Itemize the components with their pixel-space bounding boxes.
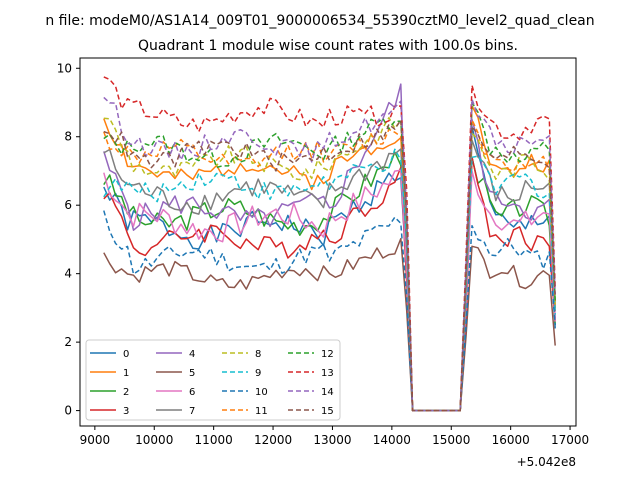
series-line-6	[103, 169, 556, 412]
legend-label-6: 6	[189, 387, 195, 398]
legend-label-1: 1	[123, 368, 129, 379]
legend-label-4: 4	[189, 349, 195, 360]
y-tick-label: 2	[64, 335, 72, 349]
y-tick-label: 0	[64, 404, 72, 418]
y-tick-label: 4	[64, 267, 72, 281]
series-line-14	[103, 96, 556, 412]
series-line-7	[103, 139, 556, 412]
x-tick-label: 13000	[313, 433, 351, 447]
series-line-15	[103, 119, 556, 412]
series-line-10	[103, 210, 556, 412]
legend-frame	[85, 339, 341, 421]
series-line-1	[103, 105, 556, 412]
legend-label-0: 0	[123, 349, 129, 360]
plot-area: 9000 10000 11000 12000 13000 14000 15000 16000 1…	[57, 57, 589, 469]
legend-label-9: 9	[255, 368, 261, 379]
axes-frame	[79, 57, 577, 427]
series-line-12	[103, 101, 556, 412]
x-tick-label: 14000	[373, 433, 411, 447]
series-line-4	[103, 83, 556, 412]
series-line-5	[103, 237, 556, 412]
series-line-13	[103, 76, 556, 412]
y-axis: 0 2 4 6 8 10	[57, 61, 80, 418]
series-line-9	[103, 148, 556, 412]
x-tick-label: 12000	[254, 433, 292, 447]
x-tick-label: 15000	[432, 433, 470, 447]
legend-label-3: 3	[123, 406, 129, 417]
legend-label-5: 5	[189, 368, 195, 379]
figure-suptitle: n file: modeM0/AS1A14_009T01_9000006534_…	[45, 13, 594, 29]
axes-title: Quadrant 1 module wise count rates with …	[138, 38, 518, 54]
y-tick-label: 8	[64, 130, 72, 144]
x-tick-label: 11000	[195, 433, 233, 447]
x-axis: 9000 10000 11000 12000 13000 14000 15000 16000 1…	[80, 426, 589, 447]
legend-label-12: 12	[321, 349, 334, 360]
series-line-3	[103, 156, 556, 412]
x-tick-label: 16000	[492, 433, 530, 447]
x-tick-label: 17000	[551, 433, 589, 447]
y-tick-label: 6	[64, 198, 72, 212]
legend-label-10: 10	[255, 387, 268, 398]
y-tick-label: 10	[57, 61, 72, 75]
x-tick-label: 10000	[135, 433, 173, 447]
series-layer	[103, 76, 556, 412]
legend-label-14: 14	[321, 387, 334, 398]
x-offset-label: +5.042e8	[517, 455, 576, 469]
x-tick-label: 9000	[80, 433, 111, 447]
legend-label-11: 11	[255, 406, 268, 417]
legend-label-8: 8	[255, 349, 261, 360]
legend-label-7: 7	[189, 406, 195, 417]
legend-label-13: 13	[321, 368, 334, 379]
legend-label-2: 2	[123, 387, 129, 398]
legend-label-15: 15	[321, 406, 334, 417]
